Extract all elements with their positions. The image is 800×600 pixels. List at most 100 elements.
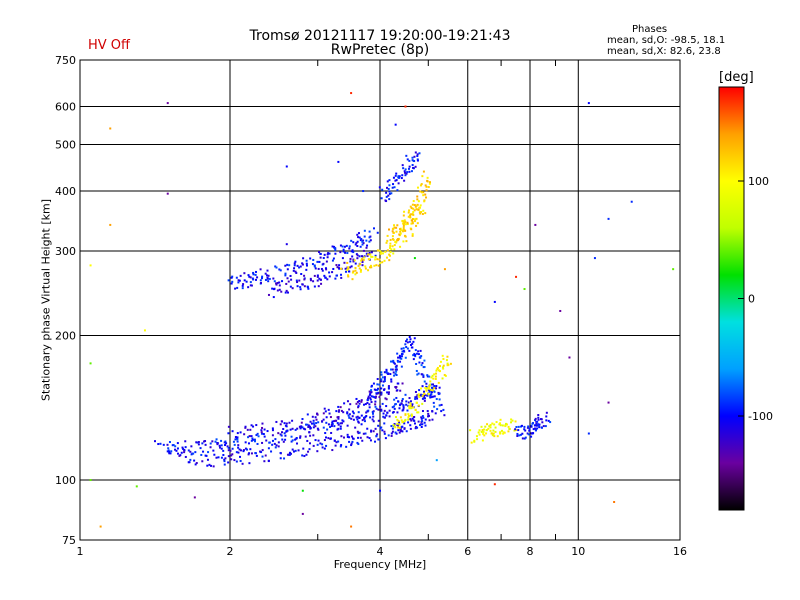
echo-point <box>305 453 308 456</box>
echo-point <box>358 236 361 239</box>
echo-point <box>285 282 288 285</box>
echo-point <box>296 442 299 445</box>
echo-point <box>356 233 359 236</box>
echo-point <box>327 408 330 411</box>
echo-point <box>248 452 251 455</box>
echo-point <box>252 278 255 281</box>
echo-point <box>369 392 372 395</box>
echo-point <box>169 452 172 455</box>
echo-point <box>236 432 239 435</box>
echo-point <box>309 277 312 280</box>
echo-point <box>175 449 178 452</box>
echo-point <box>272 296 275 299</box>
echo-point <box>393 248 396 251</box>
echo-point <box>328 252 331 255</box>
echo-point <box>296 264 299 267</box>
echo-point <box>388 184 391 187</box>
echo-point <box>422 397 425 400</box>
echo-point <box>376 388 379 391</box>
echo-point <box>402 240 405 243</box>
echo-point <box>271 429 274 432</box>
echo-point <box>357 432 360 435</box>
echo-point <box>237 281 240 284</box>
echo-point <box>162 443 165 446</box>
echo-point <box>409 424 412 427</box>
echo-point <box>337 416 340 419</box>
echo-point <box>280 420 283 423</box>
echo-point <box>394 426 397 429</box>
echo-point <box>289 274 292 277</box>
echo-point <box>349 257 352 260</box>
echo-point <box>386 180 389 183</box>
echo-point <box>416 159 419 162</box>
echo-point <box>285 425 288 428</box>
echo-point <box>433 384 436 387</box>
echo-point <box>434 412 437 415</box>
echo-point <box>412 340 415 343</box>
echo-point <box>356 254 359 257</box>
echo-point <box>314 425 317 428</box>
echo-point <box>351 271 354 274</box>
echo-point <box>408 349 411 352</box>
echo-point <box>424 386 427 389</box>
echo-point <box>261 426 264 429</box>
echo-point <box>545 419 548 422</box>
echo-point <box>526 432 529 435</box>
echo-point <box>315 422 318 425</box>
echo-point <box>399 356 402 359</box>
echo-point <box>242 449 245 452</box>
echo-point <box>357 420 360 423</box>
echo-point <box>388 391 391 394</box>
echo-point <box>392 423 395 426</box>
echo-point <box>439 370 442 373</box>
echo-point <box>238 279 241 282</box>
echo-point <box>399 389 402 392</box>
echo-point <box>402 228 405 231</box>
echo-point <box>369 239 372 242</box>
echo-point <box>391 186 394 189</box>
echo-point <box>377 391 380 394</box>
echo-point <box>441 354 444 357</box>
echo-point <box>247 274 250 277</box>
echo-point <box>436 366 439 369</box>
echo-point <box>380 393 383 396</box>
echo-point <box>312 280 315 283</box>
echo-point <box>230 282 233 285</box>
echo-point <box>272 277 275 280</box>
echo-point <box>299 436 302 439</box>
echo-point <box>385 368 388 371</box>
echo-point <box>334 249 337 252</box>
echo-point <box>302 447 305 450</box>
echo-point <box>206 458 209 461</box>
echo-point <box>368 230 371 233</box>
echo-point <box>331 420 334 423</box>
echo-point <box>398 426 401 429</box>
echo-point <box>325 260 328 263</box>
echo-point <box>327 423 330 426</box>
echo-point <box>406 221 409 224</box>
echo-point <box>287 280 290 283</box>
echo-point <box>370 395 373 398</box>
echo-point <box>347 275 350 278</box>
echo-point <box>358 431 361 434</box>
echo-point <box>409 205 412 208</box>
echo-point <box>414 165 417 168</box>
echo-point <box>392 411 395 414</box>
echo-point <box>411 218 414 221</box>
echo-point <box>374 427 377 430</box>
echo-point <box>386 249 389 252</box>
echo-point <box>340 435 343 438</box>
echo-point <box>397 182 400 185</box>
echo-point <box>383 378 386 381</box>
echo-point <box>531 432 534 435</box>
echo-point <box>416 397 419 400</box>
echo-point <box>167 449 170 452</box>
echo-point <box>254 273 257 276</box>
noise-point <box>607 217 610 220</box>
echo-point <box>391 368 394 371</box>
echo-point <box>235 276 238 279</box>
echo-point <box>387 385 390 388</box>
echo-point <box>220 439 223 442</box>
echo-point <box>323 447 326 450</box>
echo-point <box>389 244 392 247</box>
